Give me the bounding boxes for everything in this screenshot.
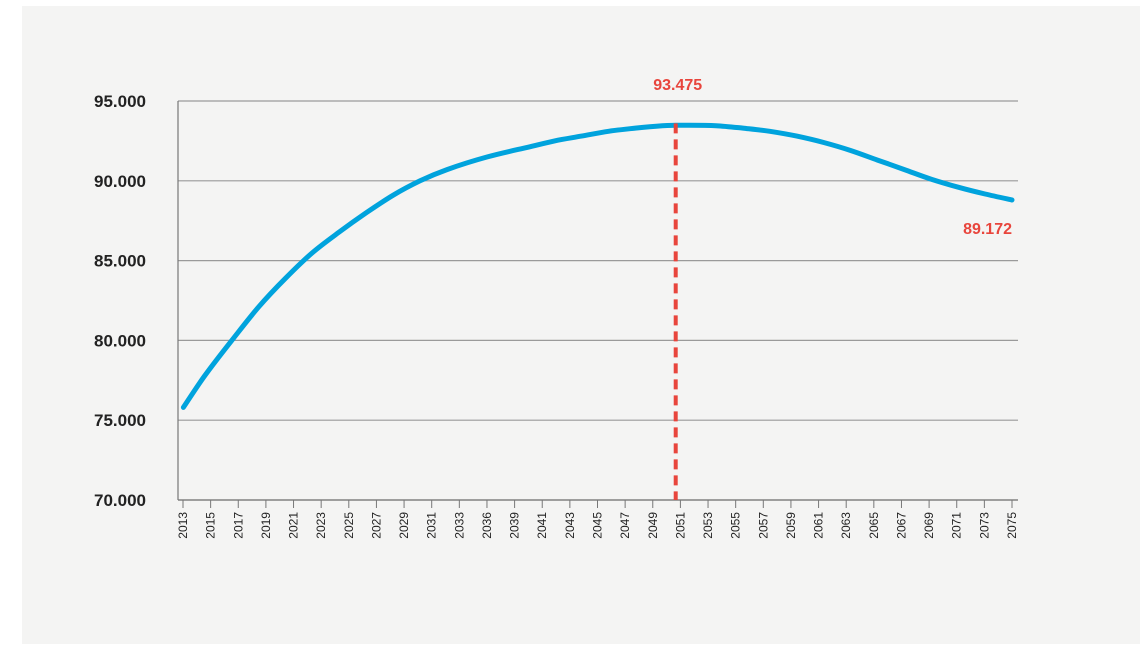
annotations: 93.475 89.172 <box>653 77 1012 500</box>
x-tick-label: 2063 <box>839 512 853 539</box>
y-tick-label: 75.000 <box>94 411 146 430</box>
x-tick-label: 2021 <box>287 512 301 539</box>
chart-panel <box>22 6 1140 644</box>
y-tick-label: 85.000 <box>94 252 146 271</box>
x-tick-label: 2027 <box>369 512 383 539</box>
peak-value-label: 93.475 <box>653 77 702 94</box>
x-tick-label: 2067 <box>894 512 908 539</box>
x-tick-label: 2031 <box>425 512 439 539</box>
x-tick-label: 2073 <box>977 512 991 539</box>
x-tick-label: 2029 <box>397 512 411 539</box>
y-tick-label: 80.000 <box>94 331 146 350</box>
x-tick-label: 2071 <box>950 512 964 539</box>
x-tick-label: 2049 <box>646 512 660 539</box>
y-tick-label: 70.000 <box>94 491 146 510</box>
x-tick-label: 2015 <box>204 512 218 539</box>
x-tick-label: 2033 <box>452 512 466 539</box>
y-tick-label: 95.000 <box>94 92 146 111</box>
x-tick-label: 2041 <box>535 512 549 539</box>
x-tick-label: 2053 <box>701 512 715 539</box>
series-line <box>180 122 1015 410</box>
x-axis: 2013 2015 2017 2019 2021 2023 2025 2027 2029 2031… <box>176 499 1019 539</box>
x-tick-label: 2017 <box>231 512 245 539</box>
x-tick-label: 2047 <box>618 512 632 539</box>
end-value-label: 89.172 <box>963 221 1012 238</box>
x-tick-label: 2059 <box>784 512 798 539</box>
x-tick-label: 2061 <box>812 512 826 539</box>
x-tick-label: 2045 <box>591 512 605 539</box>
x-tick-label: 2043 <box>563 512 577 539</box>
grid-lines <box>178 100 1018 501</box>
x-tick-label: 2069 <box>922 512 936 539</box>
x-tick-label: 2023 <box>314 512 328 539</box>
x-tick-label: 2019 <box>259 512 273 539</box>
x-tick-label: 2051 <box>673 512 687 539</box>
x-tick-label: 2013 <box>176 512 190 539</box>
x-tick-label: 2055 <box>729 512 743 539</box>
series-group <box>180 122 1015 410</box>
x-tick-label: 2065 <box>867 512 881 539</box>
x-tick-label: 2036 <box>480 512 494 539</box>
x-tick-label: 2025 <box>342 512 356 539</box>
y-axis: 70.000 75.000 80.000 85.000 90.000 95.000 <box>94 92 179 510</box>
y-tick-label: 90.000 <box>94 172 146 191</box>
x-tick-label: 2075 <box>1005 512 1019 539</box>
x-tick-label: 2039 <box>508 512 522 539</box>
x-tick-label: 2057 <box>756 512 770 539</box>
